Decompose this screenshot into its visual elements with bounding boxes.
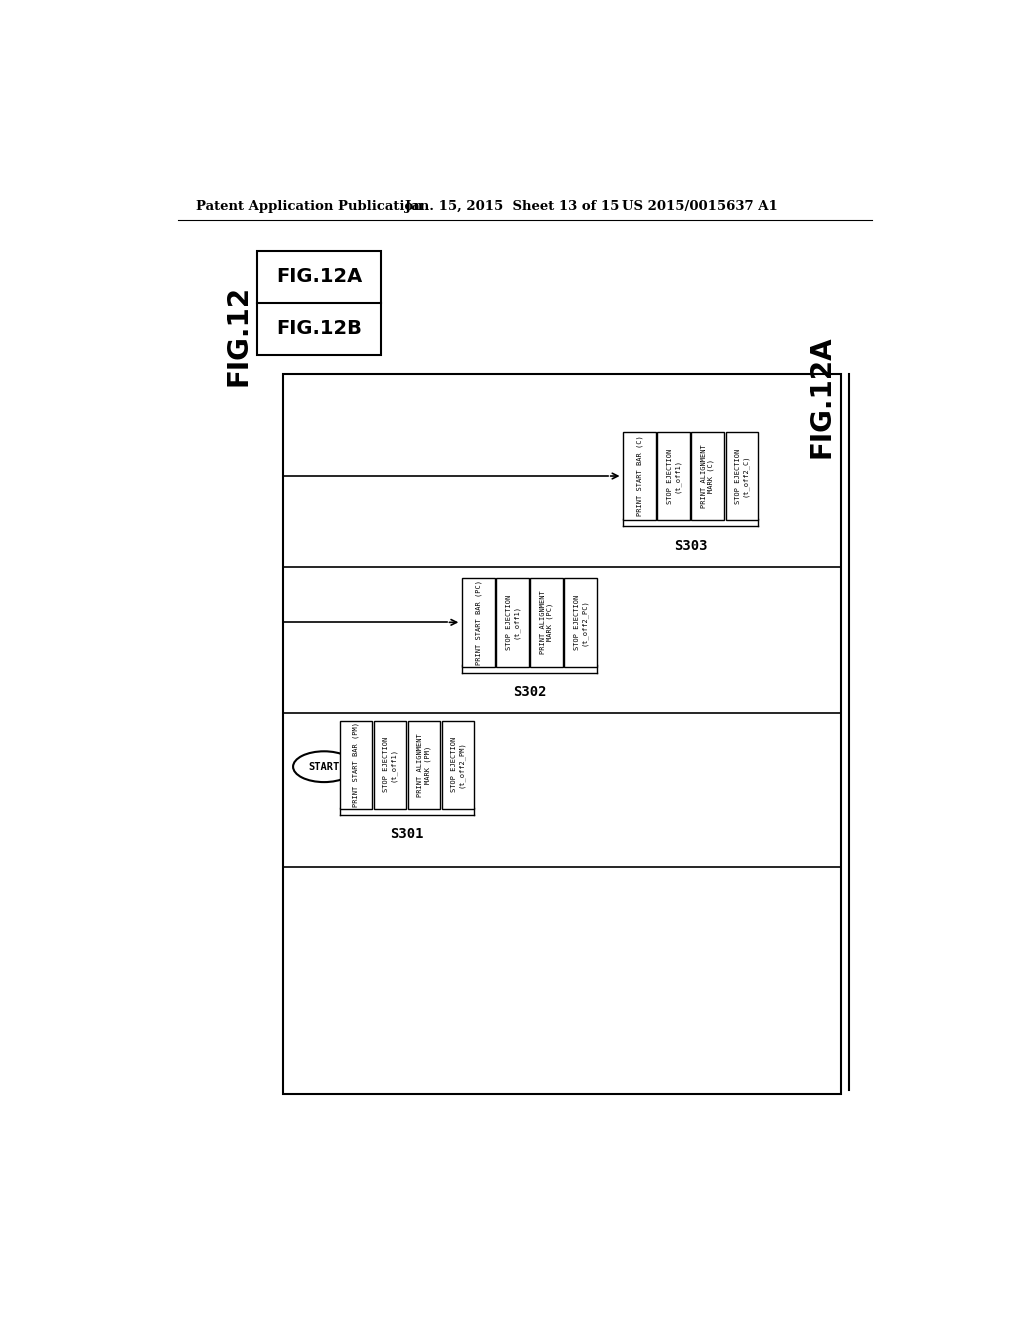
Bar	[691, 432, 724, 520]
Text: FIG.12A: FIG.12A	[276, 267, 362, 286]
Text: Patent Application Publication: Patent Application Publication	[197, 199, 423, 213]
Bar	[530, 578, 563, 667]
Text: Jan. 15, 2015  Sheet 13 of 15: Jan. 15, 2015 Sheet 13 of 15	[406, 199, 620, 213]
Text: PRINT ALIGNMENT
MARK (PC): PRINT ALIGNMENT MARK (PC)	[540, 590, 553, 655]
Bar	[657, 432, 690, 520]
Text: STOP EJECTION
(t_off2_PM): STOP EJECTION (t_off2_PM)	[452, 737, 465, 792]
Bar	[283, 374, 841, 1094]
Text: FIG.12A: FIG.12A	[808, 335, 836, 458]
Bar	[408, 721, 440, 809]
Bar	[564, 578, 597, 667]
Text: S302: S302	[513, 685, 546, 700]
Text: S303: S303	[674, 539, 708, 553]
Text: US 2015/0015637 A1: US 2015/0015637 A1	[623, 199, 778, 213]
Bar	[624, 432, 655, 520]
Ellipse shape	[293, 751, 355, 781]
Text: STOP EJECTION
(t_off1): STOP EJECTION (t_off1)	[383, 737, 396, 792]
Text: STOP EJECTION
(t_off2_C): STOP EJECTION (t_off2_C)	[735, 449, 749, 504]
Bar	[496, 578, 528, 667]
Text: START: START	[308, 762, 340, 772]
Text: PRINT START BAR (PM): PRINT START BAR (PM)	[352, 722, 359, 808]
Text: STOP EJECTION
(t_off1): STOP EJECTION (t_off1)	[667, 449, 680, 504]
Bar	[726, 432, 758, 520]
Bar	[374, 721, 407, 809]
Text: FIG.12B: FIG.12B	[276, 319, 362, 338]
Bar	[257, 251, 381, 355]
Bar	[340, 721, 372, 809]
Bar	[442, 721, 474, 809]
Text: STOP EJECTION
(t_off2_PC): STOP EJECTION (t_off2_PC)	[573, 595, 588, 649]
Text: PRINT START BAR (C): PRINT START BAR (C)	[636, 436, 643, 516]
Text: PRINT ALIGNMENT
MARK (C): PRINT ALIGNMENT MARK (C)	[701, 444, 715, 508]
Bar	[462, 578, 495, 667]
Text: PRINT ALIGNMENT
MARK (PM): PRINT ALIGNMENT MARK (PM)	[418, 733, 431, 797]
Text: FIG.12: FIG.12	[225, 285, 253, 385]
Text: S301: S301	[390, 828, 424, 841]
Text: PRINT START BAR (PC): PRINT START BAR (PC)	[475, 579, 481, 665]
Text: STOP EJECTION
(t_off1): STOP EJECTION (t_off1)	[506, 595, 519, 649]
